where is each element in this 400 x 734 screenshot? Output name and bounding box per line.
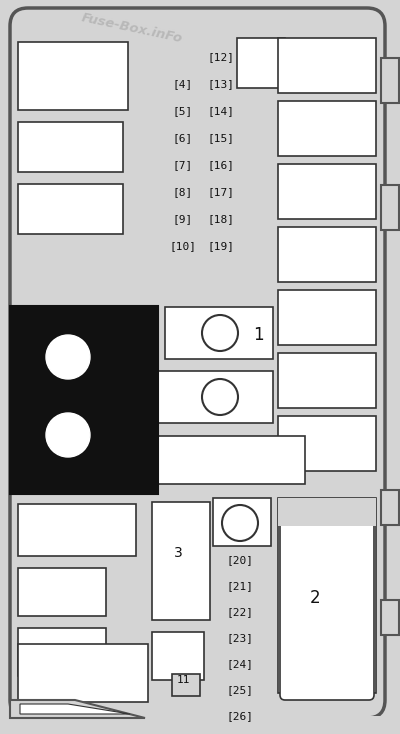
Bar — [278, 227, 376, 282]
Text: [26]: [26] — [226, 711, 254, 721]
FancyBboxPatch shape — [10, 8, 385, 718]
Text: [17]: [17] — [208, 187, 234, 197]
Text: 3: 3 — [174, 546, 182, 560]
Text: 11: 11 — [176, 675, 190, 685]
Bar — [278, 416, 376, 471]
Text: [22]: [22] — [226, 607, 254, 617]
Text: [6]: [6] — [173, 133, 193, 143]
Bar — [18, 568, 106, 616]
Bar — [381, 58, 399, 103]
Text: [9]: [9] — [173, 214, 193, 224]
Text: [4]: [4] — [173, 79, 193, 89]
Text: [10]: [10] — [170, 241, 196, 251]
Bar — [278, 498, 376, 526]
Bar — [381, 185, 399, 230]
Bar — [381, 600, 399, 635]
Bar — [10, 306, 158, 494]
Bar — [155, 371, 273, 423]
Bar — [165, 307, 273, 359]
Bar — [152, 632, 204, 680]
Bar — [278, 164, 376, 219]
Text: [25]: [25] — [226, 685, 254, 695]
Bar — [213, 498, 271, 546]
FancyBboxPatch shape — [280, 505, 374, 700]
Text: Fuse-Box.inFo: Fuse-Box.inFo — [80, 11, 184, 45]
Circle shape — [46, 413, 90, 457]
Polygon shape — [20, 704, 130, 714]
Text: [13]: [13] — [208, 79, 234, 89]
Bar — [18, 504, 136, 556]
Bar — [381, 490, 399, 525]
Circle shape — [46, 335, 90, 379]
Text: [24]: [24] — [226, 659, 254, 669]
Bar — [18, 184, 123, 234]
Bar — [278, 353, 376, 408]
Text: [12]: [12] — [208, 52, 234, 62]
Text: [16]: [16] — [208, 160, 234, 170]
Text: [15]: [15] — [208, 133, 234, 143]
Bar — [152, 502, 210, 620]
Bar — [172, 674, 200, 696]
Text: 2: 2 — [310, 589, 320, 607]
Text: [7]: [7] — [173, 160, 193, 170]
Polygon shape — [10, 700, 145, 718]
Bar — [0, 716, 400, 734]
Bar — [18, 644, 148, 702]
Bar — [278, 101, 376, 156]
Text: [20]: [20] — [226, 555, 254, 565]
Bar — [18, 628, 106, 676]
Text: [5]: [5] — [173, 106, 193, 116]
Bar — [278, 498, 376, 693]
Bar — [237, 38, 285, 88]
Text: [21]: [21] — [226, 581, 254, 591]
Text: [19]: [19] — [208, 241, 234, 251]
Text: 1: 1 — [253, 326, 263, 344]
Bar — [18, 42, 128, 110]
Text: [14]: [14] — [208, 106, 234, 116]
Bar — [18, 122, 123, 172]
Bar — [278, 38, 376, 93]
Text: [8]: [8] — [173, 187, 193, 197]
Text: [23]: [23] — [226, 633, 254, 643]
Bar — [155, 436, 305, 484]
Bar — [278, 290, 376, 345]
Text: [18]: [18] — [208, 214, 234, 224]
